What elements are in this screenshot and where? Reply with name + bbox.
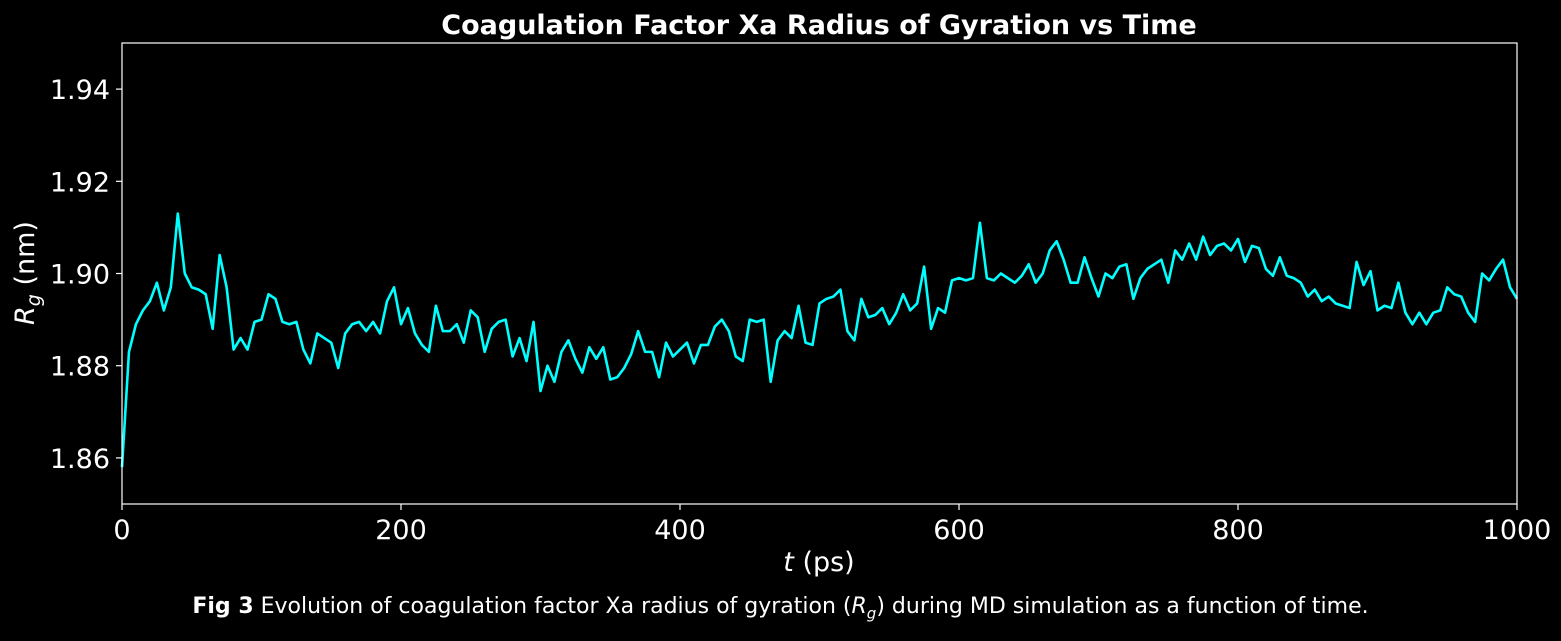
x-tick-label: 1000 <box>1483 515 1552 546</box>
caption-label: Fig 3 <box>192 594 254 619</box>
x-axis-label-variable: t <box>783 547 795 578</box>
y-axis-ticks: 1.86 1.88 1.90 1.92 1.94 <box>50 75 122 475</box>
x-tick-label: 800 <box>1212 515 1264 546</box>
figure-caption: Fig 3 Evolution of coagulation factor Xa… <box>0 594 1561 622</box>
rg-series-line <box>120 212 1519 468</box>
y-axis-label-symbol: R <box>10 306 41 325</box>
chart-title: Coagulation Factor Xa Radius of Gyration… <box>441 10 1196 41</box>
y-tick-label: 1.90 <box>50 260 110 291</box>
x-tick-label: 200 <box>375 515 427 546</box>
x-tick-label: 400 <box>654 515 706 546</box>
y-tick-label: 1.88 <box>50 352 110 383</box>
y-axis-label: Rg (nm) <box>10 221 45 325</box>
y-axis-label-unit: (nm) <box>10 221 41 294</box>
x-axis-ticks: 0 200 400 600 800 1000 <box>113 504 1551 546</box>
y-axis-label-subscript: g <box>23 294 45 306</box>
caption-symbol: R <box>851 594 867 619</box>
y-tick-label: 1.94 <box>50 75 110 106</box>
y-tick-label: 1.92 <box>50 167 110 198</box>
caption-text-after: ) during MD simulation as a function of … <box>876 594 1369 619</box>
caption-text-before: Evolution of coagulation factor Xa radiu… <box>253 594 852 619</box>
x-tick-label: 600 <box>933 515 985 546</box>
x-axis-label: t (ps) <box>783 547 854 578</box>
x-axis-label-unit: (ps) <box>794 547 855 578</box>
caption-subscript: g <box>866 604 877 623</box>
x-tick-label: 0 <box>113 515 130 546</box>
y-tick-label: 1.86 <box>50 444 110 475</box>
